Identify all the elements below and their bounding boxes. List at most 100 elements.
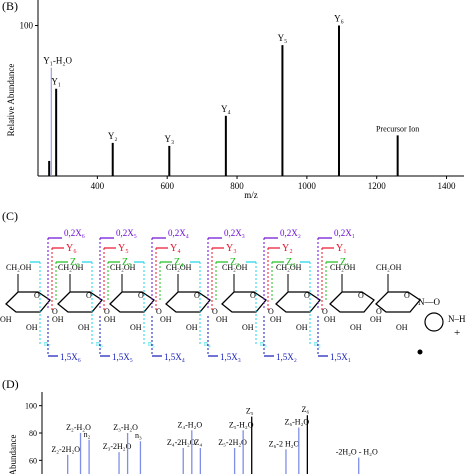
ch2oh-1: CH₂OH (58, 263, 84, 272)
ring-oh-b-5: OH (296, 323, 308, 332)
cross-x-label-3: 0,2X₃ (224, 228, 245, 238)
peak-label-4: Y₃ (164, 134, 174, 144)
z-ion-label-5: Z₁ (340, 257, 350, 268)
glyco-o-5: O (322, 307, 328, 316)
panel-d-peaks: Z₂-2H₂OZ₂-H₂On₂Z₃-2H₂OZ₃-H₂On₃Z₄-2H₂OZ₄-… (51, 405, 378, 474)
ch2oh-2: CH₂OH (110, 263, 136, 272)
glyco-o-4: O (268, 307, 274, 316)
d-peak-label-1: Z₂-H₂O (66, 423, 91, 432)
d-peak-label-10: Z₅-H₂O (229, 420, 254, 429)
panel-d-ylabel: Abundance (8, 435, 18, 474)
panel-b-label: (B) (2, 0, 18, 13)
panel-d-label: (D) (2, 377, 19, 391)
d-peak-label-0: Z₂-2H₂O (51, 445, 80, 454)
ring-oh-b-1: OH (78, 323, 90, 332)
ch2oh-5: CH₂OH (276, 263, 302, 272)
ring-oh-a-0: OH (0, 315, 12, 324)
c-ion-label-5: n₂ (314, 339, 321, 348)
b-ion-label-3: 1,5X₃ (220, 352, 241, 362)
peak-label-5: Y₄ (221, 104, 231, 114)
d-peak-label-12: Z₆-2 H₂O (269, 439, 300, 448)
sugar-ring-5 (275, 291, 321, 313)
sugar-ring-2 (109, 291, 155, 313)
cross-x-label-2: 0,2X₄ (168, 228, 189, 238)
z-ion-label-0: Z₆ (70, 257, 80, 268)
ch2oh-0: CH₂OH (6, 263, 32, 272)
d-peak-label-4: Z₃-H₂O (113, 423, 138, 432)
c-ion-label-0: n₇ (44, 339, 51, 348)
ring-oh-b-6: OH (350, 323, 362, 332)
ring-o-2: O (138, 291, 144, 300)
d-peak-label-5: n₃ (135, 431, 142, 440)
ring-oh-a-6: OH (324, 315, 336, 324)
b-ion-label-1: 1,5X₅ (112, 352, 133, 362)
ring-oh-b-7: OH (396, 323, 408, 332)
cross-x-label-1: 0,2X₅ (116, 228, 137, 238)
z-ion-label-3: Z₃ (230, 257, 240, 268)
y-ion-label-3: Y₃ (226, 243, 237, 254)
radical-dot (417, 349, 423, 355)
glyco-o-0: O (52, 307, 58, 316)
cross-x-label-4: 0,2X₂ (280, 228, 301, 238)
cross-x-label-0: 0,2X₆ (64, 228, 85, 238)
ring-o-1: O (86, 291, 92, 300)
c-ion-label-2: n₅ (148, 339, 155, 348)
ring-oh-a-5: OH (270, 315, 282, 324)
ring-oh-a-4: OH (216, 315, 228, 324)
sugar-ring-7 (375, 291, 421, 313)
cross-x-label-5: 0,2X₁ (334, 228, 355, 238)
y-tick-label-0: 100 (20, 21, 34, 31)
c-ion-label-3: n₄ (204, 339, 211, 348)
d-peak-label-6: Z₄-2H₂O (167, 438, 196, 447)
sugar-ring-4 (221, 291, 267, 313)
d-peak-label-7: Z₄-H₂O (177, 420, 202, 429)
z-ion-label-2: Z₄ (174, 257, 184, 268)
panel-c-label: (C) (2, 209, 18, 223)
ring-oh-a-1: OH (52, 315, 64, 324)
cleavage-scheme: OCH₂OHOHOHOOCH₂OHOHOHOOCH₂OHOHOHOOCH₂OHO… (0, 228, 466, 362)
ring-oh-a-2: OH (104, 315, 116, 324)
peak-label-6: Y₅ (278, 33, 288, 43)
d-y-tick-label-2: 60 (29, 456, 37, 465)
z-ion-label-4: Z₂ (286, 257, 296, 268)
d-peak-label-9: Z₅-2H₂O (218, 438, 247, 447)
x-tick-label-0: 400 (91, 181, 105, 191)
d-peak-label-15: -2H₂O - H₂O (336, 448, 378, 457)
y-ion-label-5: Y₁ (336, 243, 347, 254)
sugar-ring-1 (57, 291, 103, 313)
sugar-ring-3 (165, 291, 211, 313)
b-ion-label-2: 1,5X₄ (164, 352, 185, 362)
b-ion-label-4: 1,5X₂ (276, 352, 297, 362)
glyco-o-2: O (156, 307, 162, 316)
pyridine-nh: N–H (448, 314, 466, 324)
b-ion-label-5: 1,5X₁ (330, 352, 351, 362)
panel-c: (C) OCH₂OHOHOHOOCH₂OHOHOHOOCH₂OHOHOHOOCH… (0, 209, 466, 362)
ring-oh-b-2: OH (130, 323, 142, 332)
peak-label-3: Y₂ (108, 131, 118, 141)
ring-o-0: O (34, 291, 40, 300)
ch2oh-4: CH₂OH (222, 263, 248, 272)
d-peak-label-11: Z₅ (246, 407, 254, 416)
ring-oh-a-7: OH (370, 315, 382, 324)
peak-label-8: Precursor Ion (376, 124, 419, 133)
x-tick-label-2: 800 (230, 181, 244, 191)
y-ion-label-4: Y₂ (282, 243, 293, 254)
c-ion-label-4: n₃ (260, 339, 267, 348)
b-ion-label-0: 1,5X₆ (60, 352, 81, 362)
c-ion-label-1: n₆ (96, 339, 103, 348)
panel-b: (B) Relative Abundance m/z 400 600 800 1000… (2, 0, 464, 200)
reducing-end-noo: N—O (418, 297, 440, 307)
ring-oh-a-3: OH (160, 315, 172, 324)
ring-o-6: O (358, 291, 364, 300)
pyridine-ring (424, 312, 444, 332)
y-ion-label-0: Y₆ (66, 243, 77, 254)
d-y-tick-label-1: 80 (29, 429, 37, 438)
x-tick-label-4: 1200 (368, 181, 387, 191)
glyco-o-6: O (376, 307, 382, 316)
ch2oh-6: CH₂OH (330, 263, 356, 272)
x-tick-label-5: 1400 (438, 181, 457, 191)
peak-label-7: Y₆ (334, 14, 344, 24)
ring-oh-b-4: OH (242, 323, 254, 332)
sugar-ring-0 (5, 291, 51, 313)
